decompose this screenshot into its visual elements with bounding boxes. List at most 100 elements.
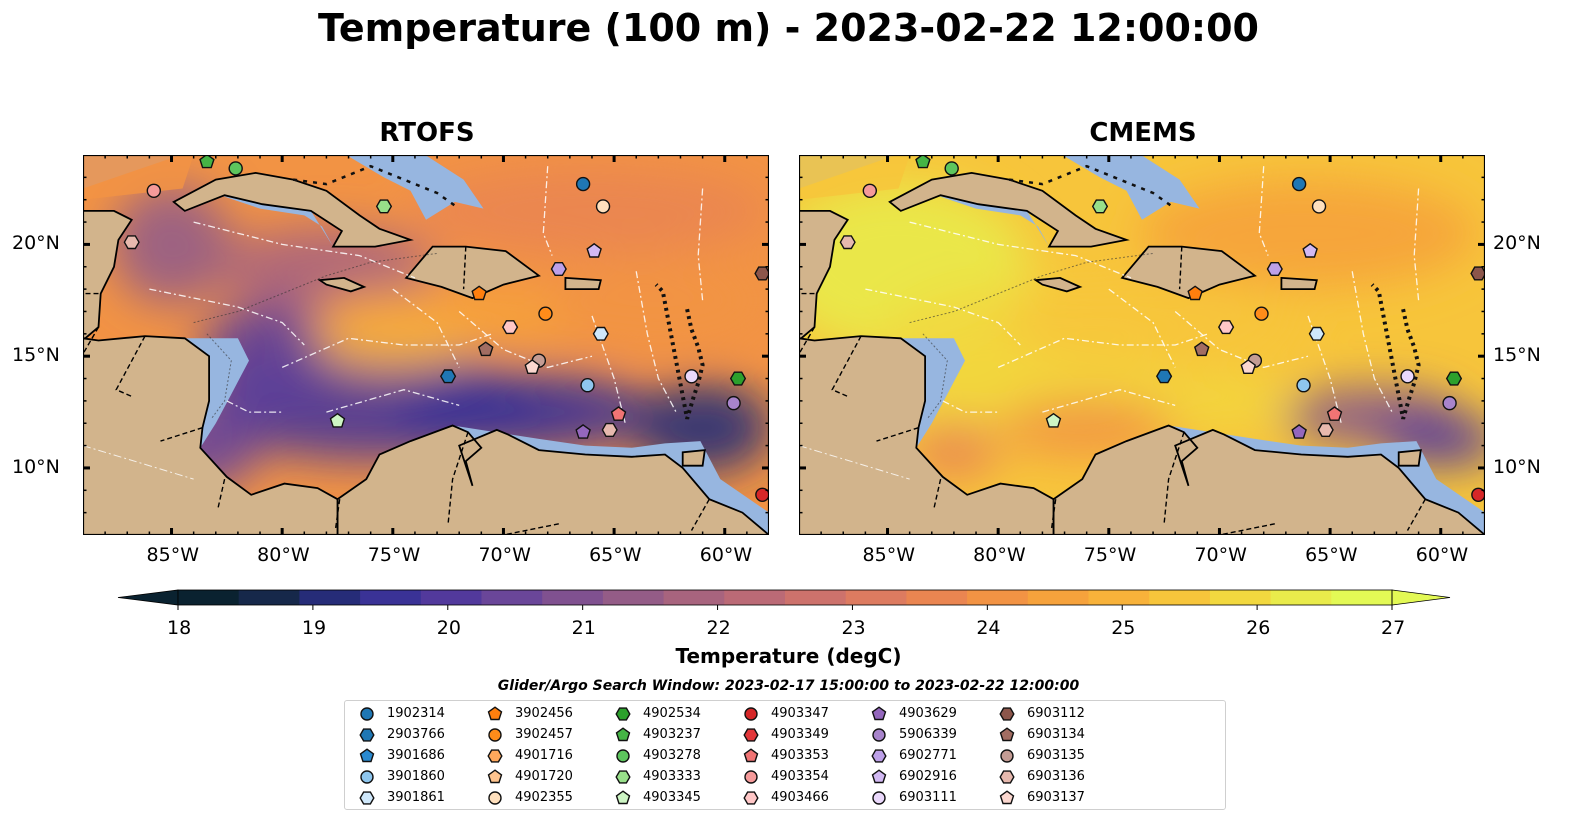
float-marker[interactable] <box>1291 424 1307 439</box>
float-marker[interactable] <box>595 199 611 214</box>
legend-item-label: 6902771 <box>899 748 957 763</box>
float-marker[interactable] <box>1155 369 1173 384</box>
float-marker[interactable] <box>915 155 931 169</box>
colorbar-high-extend <box>1391 589 1451 606</box>
legend-item-label: 6903134 <box>1027 727 1085 742</box>
float-marker[interactable] <box>862 183 878 198</box>
hexagon-marker-icon <box>999 707 1015 721</box>
float-marker[interactable] <box>199 155 215 169</box>
float-marker[interactable] <box>1045 412 1062 428</box>
float-marker[interactable] <box>1308 326 1325 341</box>
lon-tick-label: 85°W <box>862 544 915 566</box>
colorbar-tick-label: 20 <box>436 617 461 639</box>
lon-tick-label: 85°W <box>146 544 199 566</box>
circle-marker-icon <box>616 749 630 763</box>
hexagon-marker-icon <box>359 791 375 805</box>
land-hispaniola <box>1120 245 1257 300</box>
float-marker[interactable] <box>1254 306 1269 321</box>
float-marker[interactable] <box>550 261 567 277</box>
land-puertorico <box>564 276 602 291</box>
legend-item-label: 3902457 <box>515 727 573 742</box>
float-marker[interactable] <box>538 306 553 321</box>
colorbar-title: Temperature (degC) <box>675 644 902 668</box>
float-marker[interactable] <box>1240 359 1257 375</box>
lat-tick-label: 10°N <box>1493 455 1541 478</box>
float-marker[interactable] <box>439 369 457 384</box>
float-marker[interactable] <box>726 395 741 411</box>
float-marker[interactable] <box>575 424 591 439</box>
legend-item-label: 6903112 <box>1027 706 1085 721</box>
float-marker[interactable] <box>1445 371 1463 386</box>
float-marker[interactable] <box>839 235 856 250</box>
float-marker[interactable] <box>1470 266 1485 281</box>
float-marker[interactable] <box>592 326 609 341</box>
float-marker[interactable] <box>1193 341 1210 357</box>
hexagon-marker-icon <box>999 770 1015 784</box>
colorbar-swatch <box>238 590 300 605</box>
eez-boundary <box>193 221 416 279</box>
float-marker[interactable] <box>601 422 618 437</box>
colorbar-swatch <box>663 590 725 605</box>
float-marker[interactable] <box>375 199 393 214</box>
float-marker[interactable] <box>123 235 140 250</box>
colorbar-swatch <box>785 590 847 605</box>
legend-item-label: 6902916 <box>899 769 957 784</box>
eez-boundary <box>1108 288 1176 368</box>
lon-tick-label: 75°W <box>1083 544 1137 566</box>
float-marker[interactable] <box>477 341 494 357</box>
map-panel-cmems[interactable] <box>799 155 1485 535</box>
colorbar-tick-label: 22 <box>706 617 731 639</box>
circle-marker-icon <box>872 791 886 805</box>
legend-title: Glider/Argo Search Window: 2023-02-17 15… <box>497 678 1080 694</box>
legend-item-label: 4903466 <box>771 790 829 805</box>
float-marker[interactable] <box>329 412 346 428</box>
circle-marker-icon <box>1000 749 1014 763</box>
float-marker[interactable] <box>501 320 519 335</box>
float-marker[interactable] <box>1266 261 1283 277</box>
float-marker[interactable] <box>1187 285 1203 301</box>
float-marker[interactable] <box>580 378 595 393</box>
pentagon-marker-icon <box>487 769 503 784</box>
float-marker[interactable] <box>1400 369 1415 384</box>
legend-item-label: 4903278 <box>643 748 701 763</box>
float-marker[interactable] <box>944 161 959 176</box>
legend-item-label: 4902355 <box>515 790 573 805</box>
eez-boundary <box>1351 271 1393 413</box>
float-marker[interactable] <box>1302 242 1318 258</box>
float-marker[interactable] <box>1442 395 1457 411</box>
eez-boundary <box>149 288 305 346</box>
float-marker[interactable] <box>1326 406 1343 421</box>
float-marker[interactable] <box>1217 320 1235 335</box>
colorbar-tick-label: 26 <box>1246 617 1271 639</box>
float-marker[interactable] <box>575 176 591 192</box>
lat-tick-label: 20°N <box>1493 232 1541 255</box>
legend-item-label: 3901860 <box>387 769 445 784</box>
map-panel-rtofs[interactable] <box>83 155 769 535</box>
float-marker[interactable] <box>471 285 487 301</box>
colorbar-swatch <box>602 590 665 605</box>
land-cuba <box>888 171 1130 248</box>
float-marker[interactable] <box>610 406 627 421</box>
land-trinidad <box>681 449 706 467</box>
float-marker[interactable] <box>524 359 541 375</box>
circle-marker-icon <box>488 791 502 805</box>
float-marker[interactable] <box>729 371 747 386</box>
float-marker[interactable] <box>586 242 602 258</box>
float-marker[interactable] <box>228 161 243 176</box>
float-marker[interactable] <box>684 369 699 384</box>
float-marker[interactable] <box>1296 378 1311 393</box>
float-marker[interactable] <box>146 183 162 198</box>
colorbar-swatch <box>1088 590 1150 605</box>
float-marker[interactable] <box>1091 199 1109 214</box>
eez-boundary <box>281 333 493 368</box>
legend-item-label: 4903345 <box>643 790 701 805</box>
float-marker[interactable] <box>1311 199 1327 214</box>
float-marker[interactable] <box>1291 176 1307 192</box>
float-marker[interactable] <box>754 266 769 281</box>
legend-item-label: 5906339 <box>899 727 957 742</box>
eez-boundary <box>1042 389 1176 413</box>
figure-title: Temperature (100 m) - 2023-02-22 12:00:0… <box>317 6 1259 50</box>
lat-tick-label: 10°N <box>12 455 60 478</box>
float-marker[interactable] <box>1317 422 1334 437</box>
panel-title-rtofs: RTOFS <box>379 118 475 148</box>
